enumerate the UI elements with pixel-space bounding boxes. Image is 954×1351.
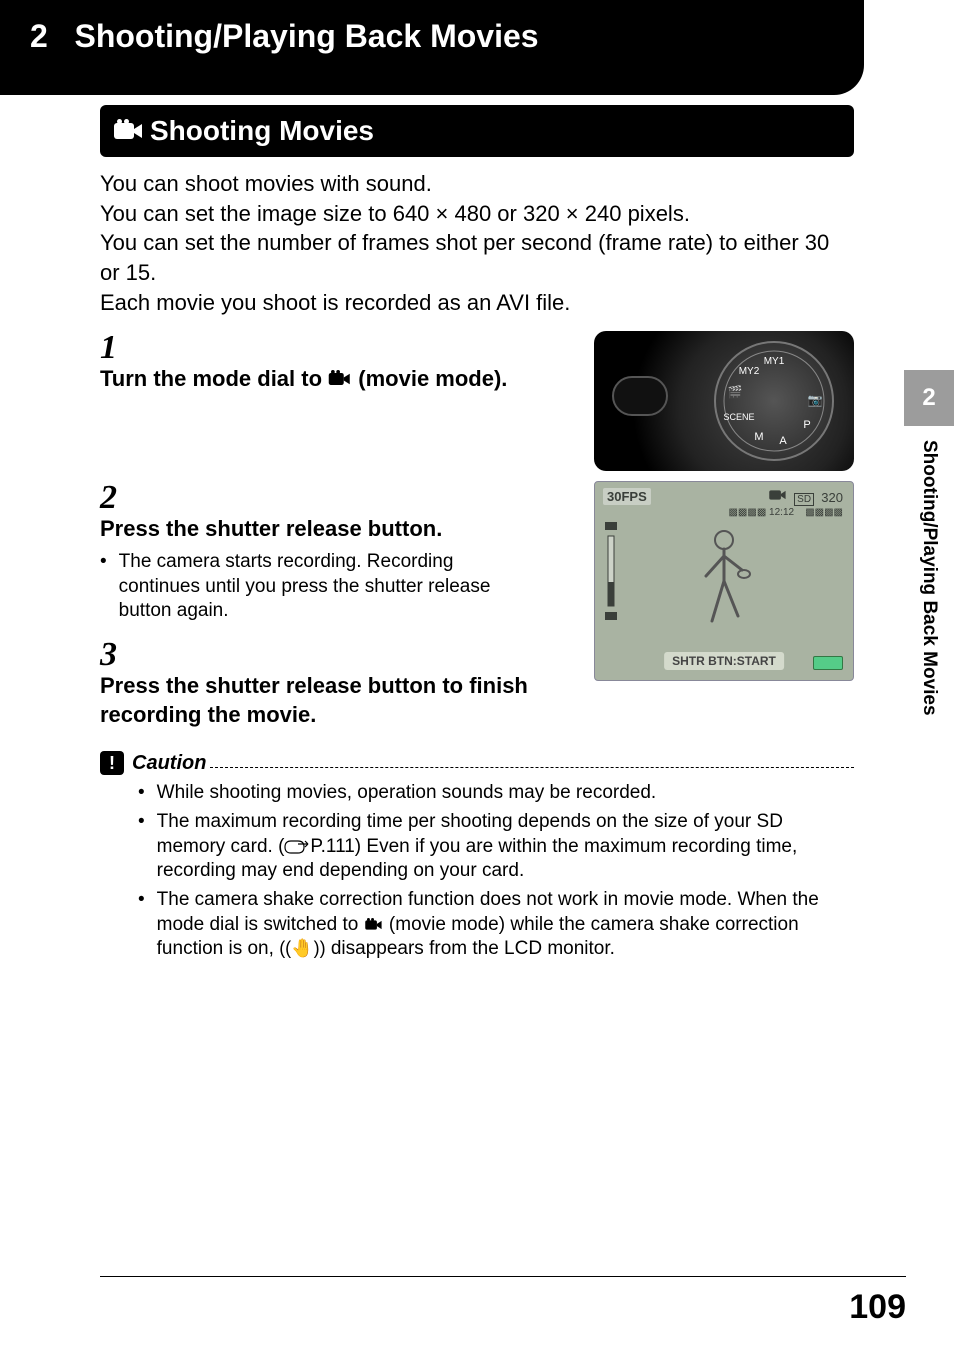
lcd-fps-label: 30FPS (603, 488, 651, 505)
step-body: Press the shutter release button to fini… (100, 672, 540, 735)
step-left: 1 Turn the mode dial to (movie mode). (100, 331, 594, 400)
chapter-title: 2 Shooting/Playing Back Movies (30, 18, 864, 55)
page-number: 109 (849, 1288, 906, 1327)
intro-line: You can shoot movies with sound. (100, 169, 854, 199)
step-1: 1 Turn the mode dial to (movie mode). MY… (100, 331, 854, 471)
step-body: Turn the mode dial to (movie mode). (100, 365, 540, 400)
movie-icon (114, 119, 144, 143)
svg-text:A: A (779, 435, 787, 447)
side-tab: 2 Shooting/Playing Back Movies (904, 370, 954, 730)
page-footer-rule (100, 1276, 906, 1277)
caution-item: • The maximum recording time per shootin… (138, 810, 854, 884)
lcd-readout: ▩▩▩▩ 12:12 ▩▩▩▩ (728, 507, 843, 518)
chapter-header: 2 Shooting/Playing Back Movies (0, 0, 864, 95)
movie-icon (364, 918, 384, 932)
movie-icon (328, 370, 352, 388)
caution-text: While shooting movies, operation sounds … (157, 781, 854, 806)
bullet-marker: • (138, 888, 145, 962)
battery-icon (813, 656, 843, 670)
side-tab-number: 2 (904, 370, 954, 426)
step-left: 2 Press the shutter release button. The … (100, 481, 594, 735)
step-image: 30FPS SD 320 ▩▩▩▩ 12:12 ▩▩▩▩ (594, 481, 854, 681)
mode-dial-illustration: MY1 MY2 🎬 SCENE M A P 📷 (594, 331, 854, 471)
lcd-size-label: 320 (821, 490, 843, 505)
intro-line: You can set the number of frames shot pe… (100, 228, 854, 287)
bullet-marker: • (138, 781, 145, 806)
side-tab-label: Shooting/Playing Back Movies (904, 426, 954, 730)
caution-item: • While shooting movies, operation sound… (138, 781, 854, 806)
svg-text:MY1: MY1 (764, 356, 785, 367)
caution-label: Caution (132, 752, 206, 775)
caution-header: ! Caution (100, 751, 854, 775)
movie-icon (769, 488, 787, 502)
svg-text:SCENE: SCENE (723, 412, 754, 422)
svg-text:📷: 📷 (808, 393, 823, 407)
intro-line: Each movie you shoot is recorded as an A… (100, 288, 854, 318)
caution-text: The camera shake correction function doe… (157, 888, 854, 962)
step-number: 3 (100, 638, 136, 672)
step-title: Press the shutter release button. (100, 515, 540, 544)
step-image: MY1 MY2 🎬 SCENE M A P 📷 (594, 331, 854, 471)
mode-dial: MY1 MY2 🎬 SCENE M A P 📷 (714, 341, 834, 461)
section-title: Shooting Movies (150, 115, 374, 147)
page-content: Shooting Movies You can shoot movies wit… (0, 105, 954, 962)
bullet-marker: • (138, 810, 145, 884)
section-header: Shooting Movies (100, 105, 854, 157)
lcd-status-text: SHTR BTN:START (664, 652, 784, 670)
step-title: Press the shutter release button to fini… (100, 672, 540, 729)
step-2: 2 Press the shutter release button. The … (100, 481, 854, 735)
caution-item: • The camera shake correction function d… (138, 888, 854, 962)
intro-text: You can shoot movies with sound. You can… (100, 169, 854, 317)
step-title-post: (movie mode). (352, 366, 507, 391)
lcd-left-indicators (603, 522, 619, 632)
dial-knob (612, 376, 668, 416)
reference-icon (284, 839, 310, 855)
lcd-figure-illustration (694, 526, 754, 636)
lcd-top-right: SD 320 ▩▩▩▩ 12:12 ▩▩▩▩ (728, 488, 843, 518)
chapter-title-text: Shooting/Playing Back Movies (74, 18, 538, 54)
caution-text: The maximum recording time per shooting … (157, 810, 854, 884)
step-3: 3 Press the shutter release button to fi… (100, 638, 580, 735)
svg-text:P: P (803, 419, 810, 431)
step-body: Press the shutter release button. The ca… (100, 515, 540, 628)
camera-shake-icon: ((🤚)) (279, 938, 325, 958)
caution-list: • While shooting movies, operation sound… (138, 781, 854, 962)
svg-text:MY2: MY2 (739, 366, 760, 377)
chapter-number: 2 (30, 18, 48, 54)
lcd-preview-illustration: 30FPS SD 320 ▩▩▩▩ 12:12 ▩▩▩▩ (594, 481, 854, 681)
step-number: 2 (100, 481, 136, 515)
step-title-pre: Turn the mode dial to (100, 366, 328, 391)
step-bullets: The camera starts recording. Recording c… (100, 550, 540, 624)
bullet-text: The camera starts recording. Recording c… (119, 550, 540, 624)
step-number: 1 (100, 331, 136, 365)
step-bullet: The camera starts recording. Recording c… (100, 550, 540, 624)
page-reference: P.111 (310, 836, 354, 857)
step-title: Turn the mode dial to (movie mode). (100, 365, 540, 394)
svg-text:🎬: 🎬 (728, 385, 743, 399)
svg-text:M: M (754, 431, 763, 443)
caution-text-post: disappears from the LCD monitor. (326, 938, 615, 959)
dial-markings: MY1 MY2 🎬 SCENE M A P 📷 (719, 346, 829, 456)
sd-icon: SD (794, 493, 814, 506)
intro-line: You can set the image size to 640 × 480 … (100, 199, 854, 229)
caution-icon: ! (100, 751, 124, 775)
caution-rule (210, 758, 854, 768)
